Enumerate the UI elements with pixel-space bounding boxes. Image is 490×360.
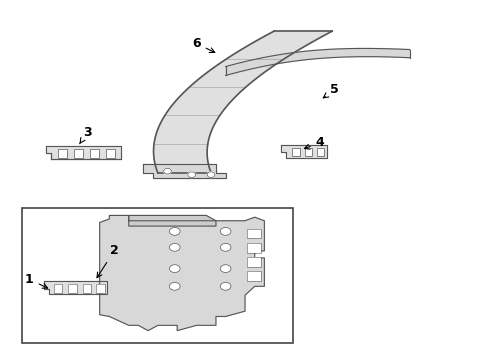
Bar — [247, 257, 261, 267]
Bar — [91, 149, 99, 158]
Circle shape — [188, 172, 196, 177]
Text: 3: 3 — [80, 126, 92, 144]
Bar — [22, 208, 294, 343]
Polygon shape — [281, 145, 327, 158]
Text: 4: 4 — [304, 136, 324, 149]
Text: 5: 5 — [323, 83, 339, 98]
Polygon shape — [44, 281, 107, 294]
Bar — [106, 149, 115, 158]
Bar — [74, 149, 83, 158]
Bar — [74, 149, 83, 158]
Polygon shape — [129, 215, 216, 226]
Polygon shape — [225, 49, 410, 76]
Bar — [247, 271, 261, 281]
Bar — [247, 229, 261, 238]
Bar — [96, 284, 105, 293]
Bar — [317, 148, 324, 156]
Bar — [58, 149, 67, 158]
Bar — [247, 229, 261, 238]
Polygon shape — [99, 215, 265, 330]
Circle shape — [170, 283, 180, 290]
Bar — [83, 284, 92, 293]
Text: 1: 1 — [25, 273, 48, 288]
Bar — [53, 284, 62, 293]
Bar — [58, 149, 67, 158]
Circle shape — [220, 228, 231, 235]
Bar — [91, 149, 99, 158]
Bar — [83, 284, 92, 293]
Circle shape — [170, 228, 180, 235]
Bar — [293, 148, 300, 156]
Text: 6: 6 — [192, 37, 215, 53]
Bar — [247, 243, 261, 253]
Bar — [305, 148, 312, 156]
Bar — [247, 257, 261, 267]
Circle shape — [207, 172, 215, 177]
Polygon shape — [153, 31, 332, 173]
Circle shape — [220, 265, 231, 273]
Text: 2: 2 — [97, 244, 119, 278]
Circle shape — [170, 243, 180, 251]
Bar — [68, 284, 77, 293]
Bar — [53, 284, 62, 293]
Bar — [317, 148, 324, 156]
Bar — [247, 271, 261, 281]
Circle shape — [164, 168, 171, 174]
Circle shape — [220, 283, 231, 290]
Polygon shape — [143, 164, 225, 178]
Bar — [106, 149, 115, 158]
Bar — [305, 148, 312, 156]
Polygon shape — [47, 146, 122, 159]
Bar — [293, 148, 300, 156]
Bar — [247, 243, 261, 253]
Circle shape — [170, 265, 180, 273]
Bar — [96, 284, 105, 293]
Circle shape — [220, 243, 231, 251]
Bar — [68, 284, 77, 293]
